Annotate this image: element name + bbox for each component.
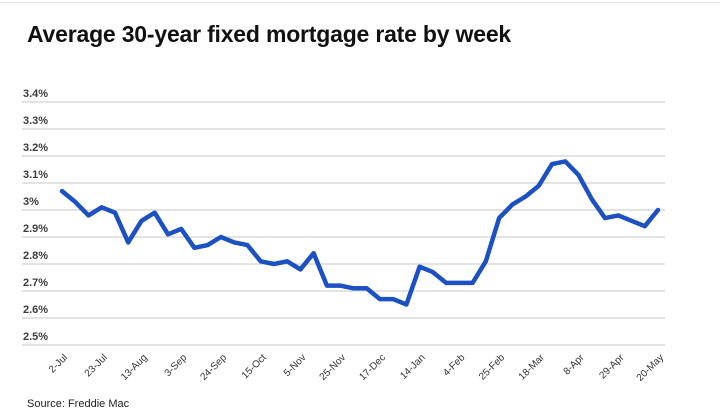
y-axis-tick-label: 3% bbox=[23, 196, 39, 208]
x-axis-tick-label: 18-Mar bbox=[517, 352, 548, 383]
x-axis-tick-label: 20-May bbox=[635, 352, 666, 383]
y-axis-tick-label: 2.8% bbox=[23, 250, 48, 262]
x-axis-tick-label: 29-Apr bbox=[597, 352, 626, 381]
x-axis-tick-label: 25-Feb bbox=[477, 352, 507, 382]
x-axis-tick-label: 5-Nov bbox=[282, 352, 309, 379]
x-axis-tick-label: 13-Aug bbox=[119, 352, 150, 383]
x-axis-tick-label: 3-Sep bbox=[163, 352, 190, 379]
x-axis-tick-label: 14-Jan bbox=[398, 352, 427, 381]
y-axis-tick-label: 3.4% bbox=[23, 88, 48, 100]
x-axis-tick-label: 23-Jul bbox=[83, 352, 110, 379]
mortgage-rate-line bbox=[59, 159, 661, 307]
x-axis-tick-label: 2-Jul bbox=[47, 352, 70, 375]
y-axis-tick-label: 3.2% bbox=[23, 142, 48, 154]
top-divider bbox=[0, 2, 720, 3]
x-axis-tick-label: 17-Dec bbox=[357, 352, 388, 383]
x-axis-tick-label: 25-Nov bbox=[318, 352, 349, 383]
x-axis-tick-label: 8-Apr bbox=[562, 352, 588, 378]
chart-title: Average 30-year fixed mortgage rate by w… bbox=[27, 21, 512, 47]
x-axis-tick-label: 24-Sep bbox=[198, 352, 229, 383]
x-axis-tick-label: 4-Feb bbox=[441, 352, 468, 379]
y-axis-tick-label: 2.7% bbox=[23, 277, 48, 289]
y-axis-tick-label: 3.3% bbox=[23, 115, 48, 127]
y-axis-tick-label: 2.6% bbox=[23, 304, 48, 316]
y-axis-tick-label: 2.5% bbox=[23, 331, 48, 343]
y-axis-tick-label: 2.9% bbox=[23, 223, 48, 235]
source-note: Source: Freddie Mac bbox=[27, 398, 130, 410]
x-axis-tick-label: 15-Oct bbox=[240, 352, 269, 381]
y-axis-tick-label: 3.1% bbox=[23, 169, 48, 181]
